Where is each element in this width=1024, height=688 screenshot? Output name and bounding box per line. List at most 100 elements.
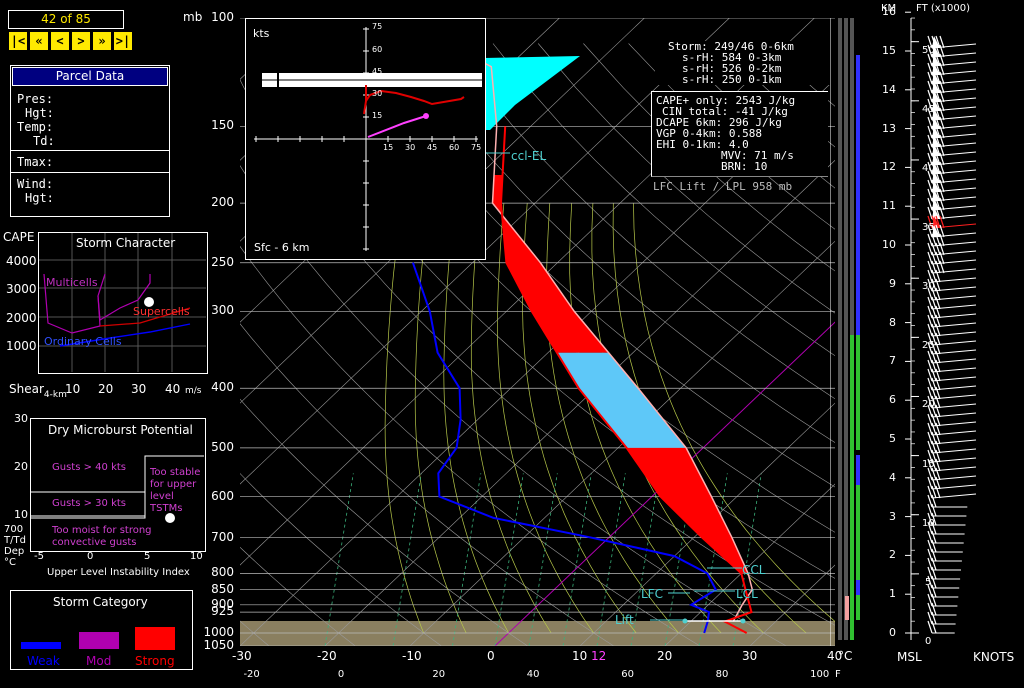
cape-area <box>492 175 609 353</box>
multicells-label: Multicells <box>46 276 98 289</box>
dry-adiabat <box>537 43 835 314</box>
pressure-unit: mb <box>183 10 203 24</box>
ft-tick-label: 40 <box>922 162 935 174</box>
hodo-y-tick: 60 <box>372 45 383 54</box>
prev-frame-button[interactable]: < <box>50 31 70 51</box>
dry-adiabat <box>402 43 835 443</box>
cape-tick: 4000 <box>6 254 37 268</box>
mixing-ratio-line <box>452 473 482 646</box>
dry-adiabat <box>0 44 183 647</box>
cape-tick: 3000 <box>6 282 37 296</box>
mixing-ratio-line <box>596 473 626 646</box>
mixing-ratio-line <box>562 473 592 646</box>
pressure-tick: 600 <box>211 488 234 503</box>
pressure-tick: 900 <box>211 596 234 611</box>
wind-barb <box>927 467 977 481</box>
mixing-ratio-line <box>392 473 422 646</box>
weak-label: Weak <box>27 654 60 668</box>
fahrenheit-unit: F <box>835 669 841 680</box>
dry-adiabat <box>311 43 835 533</box>
ft-tick-label: 0 <box>925 636 932 647</box>
ft-tick-label: 20 <box>922 399 935 411</box>
isotherm <box>664 483 835 646</box>
microburst-x-tick: 5 <box>144 551 151 562</box>
rewind-button[interactable]: « <box>29 31 49 51</box>
celsius-tick: 40 <box>827 649 843 663</box>
isotherm <box>240 18 645 404</box>
hodo-y-tick: 15 <box>372 111 383 120</box>
mixing-ratio-line <box>528 473 558 646</box>
stability-bar <box>850 18 854 640</box>
microburst-x-tick: 0 <box>87 551 94 562</box>
isotherm <box>240 18 730 485</box>
mixing-ratio-line <box>324 473 354 646</box>
km-tick-label: 9 <box>889 276 896 290</box>
km-tick-label: 3 <box>889 509 896 523</box>
lcl-label: LCL <box>736 587 758 601</box>
wind-barb <box>927 431 977 445</box>
wind-profile <box>830 11 977 646</box>
knots-label: KNOTS <box>973 650 1015 664</box>
storm-character-marker <box>144 297 154 307</box>
next-frame-button[interactable]: > <box>71 31 91 51</box>
brn-line: BRN: 10 <box>721 160 768 173</box>
fahrenheit-tick: -20 <box>243 669 260 680</box>
msl-label: MSL <box>897 650 922 664</box>
km-tick-label: 13 <box>882 121 896 135</box>
km-tick-label: 0 <box>889 626 896 639</box>
strong-label: Strong <box>135 654 175 668</box>
celsius-tick: 20 <box>657 649 673 663</box>
km-tick-label: 1 <box>889 587 896 601</box>
wind-barb <box>927 242 977 256</box>
lift-label: Lift <box>615 613 634 627</box>
hodograph-unit: kts <box>253 27 270 40</box>
parcel-divider <box>11 172 169 173</box>
hodo-y-tick: 30 <box>372 89 383 98</box>
parcel-data-panel: Parcel Data Pres: Hgt: Temp: Td: Tmax: W… <box>10 65 170 217</box>
microburst-marker <box>165 513 175 523</box>
wind-barb <box>927 323 977 337</box>
wind-barb <box>927 350 977 364</box>
pressure-tick: 850 <box>211 581 234 596</box>
storm-indices: Storm: 249/46 0-6km s-rH: 584 0-3km s-rH… <box>655 41 835 85</box>
vgp-line: VGP 0-4km: 0.588 <box>656 127 762 140</box>
wind-barb <box>927 116 977 130</box>
wind-barb <box>927 314 977 328</box>
pressure-tick: 300 <box>211 303 234 318</box>
fast-forward-button[interactable]: » <box>92 31 112 51</box>
ft-tick-label: 30 <box>922 281 935 293</box>
moist-adiabat <box>384 203 425 634</box>
wind-barb <box>927 476 977 490</box>
stability-bar <box>856 455 860 485</box>
km-tick-label: 4 <box>889 470 896 484</box>
shear-unit: m/s <box>185 386 202 396</box>
km-tick-label: 12 <box>882 160 896 174</box>
cape-area <box>626 447 749 574</box>
temperature-trace <box>499 126 753 634</box>
fahrenheit-tick: 80 <box>715 669 729 680</box>
ft-tick-label: 35 <box>922 222 935 234</box>
wind-barb <box>927 395 977 409</box>
dry-adiabat <box>240 398 528 646</box>
parcel-divider <box>11 150 169 151</box>
wind-barb <box>927 206 977 220</box>
parcel-trace <box>447 42 754 622</box>
lift-point <box>682 618 688 624</box>
wind-barb <box>927 386 977 400</box>
wind-barb <box>927 566 961 580</box>
wind-barb <box>927 377 977 391</box>
ft-tick-label: 5 <box>925 576 932 588</box>
pressure-tick: 150 <box>211 118 234 133</box>
shear-tick: 10 <box>65 382 81 396</box>
shear-axis-title: Shear4-km <box>9 382 67 400</box>
first-frame-button[interactable]: |< <box>8 31 28 51</box>
microburst-graph <box>31 455 204 523</box>
wind-barb <box>927 359 977 373</box>
ccl-el-label: ccl-EL <box>511 149 547 163</box>
wind-barb <box>927 611 956 625</box>
wind-barb <box>927 512 966 526</box>
special-temperature-tick: 12 <box>591 649 607 663</box>
too-stable-zone: Too stable for upper level TSTMs <box>150 467 201 514</box>
last-frame-button[interactable]: >| <box>113 31 133 51</box>
wind-barb <box>927 296 977 310</box>
